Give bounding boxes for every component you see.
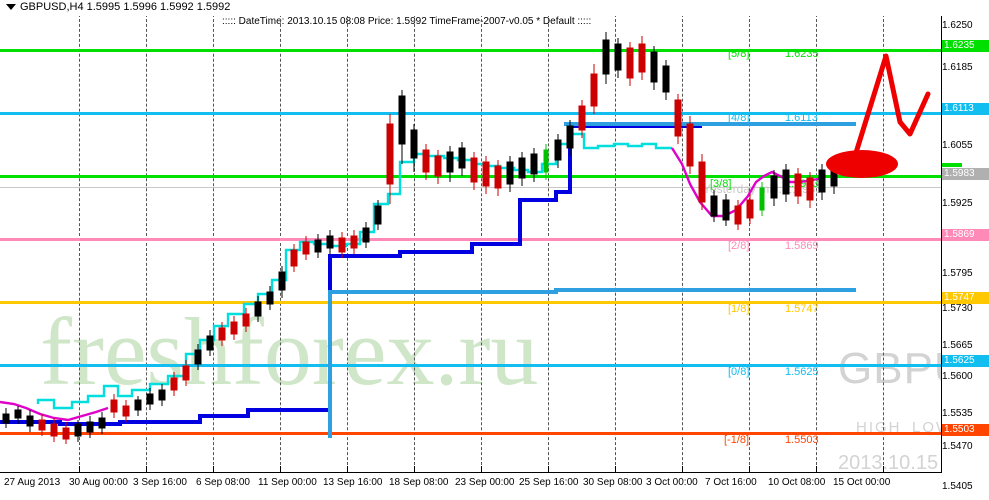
level-price-4-8: 1.6113 [785,112,818,124]
date-tick-label: 6 Sep 08:00 [196,477,250,488]
date-tick-label: 27 Aug 2013 [4,477,61,488]
date-tick-label: 15 Oct 00:00 [833,477,891,488]
date-tick-label: 11 Sep 00:00 [258,477,317,488]
annotation-layer [826,53,931,178]
forecast-zigzag-icon [852,53,931,159]
level-price-m1-8: 1.5503 [785,434,819,446]
price-tick-label: 1.5600 [942,371,973,382]
price-series-svg [0,32,856,444]
level-line-m1-8 [0,432,941,435]
broker-watermark: freshforex.ru [40,298,539,405]
date-tick-label: 25 Sep 16:00 [519,477,579,488]
price-tick-label: 1.5795 [942,268,973,279]
level-price-5-8: 1.6235 [785,48,819,60]
date-tick-label: 13 Sep 16:00 [323,477,383,488]
level-label-4-8: [4/8] [728,112,750,124]
symbol-watermark: GBPUSD [838,344,941,393]
price-tag-0-8: 1.5625 [942,355,989,367]
level-label-3-8: [3/8] [710,178,732,190]
price-tag-2-8: 1.5869 [942,229,989,241]
level-line-2-8 [0,238,941,241]
low-watermark-label: LOW [912,419,941,436]
price-tag-1-8: 1.5747 [942,292,989,304]
triangle-down-icon[interactable] [6,4,16,10]
price-tag-current: 1.5983 [942,168,989,180]
level-label-2-8: [2/8] [728,240,750,252]
price-axis[interactable]: 1.6250 1.6185 1.6055 1.5925 1.5795 1.573… [942,0,989,500]
price-tag-m1-8: 1.5503 [942,424,989,436]
date-watermark: 2013.10.15 [838,452,939,472]
level-line-5-8 [0,49,941,52]
chart-topbar: GBPUSD,H4 1.5995 1.5996 1.5992 1.5992 [0,0,989,16]
level-line-0-8 [0,364,941,367]
price-tick-label: 1.5405 [942,481,973,492]
level-label-m1-8: [-1/8] [724,434,750,446]
level-price-2-8: 1.5869 [785,240,819,252]
current-price-marker [942,163,962,167]
date-tick-label: 3 Oct 00:00 [646,477,698,488]
date-tick-label: 18 Sep 08:00 [389,477,449,488]
high-watermark-label: HIGH [856,419,902,436]
level-price-1-8: 1.5747 [785,303,819,315]
date-tick-label: 30 Sep 08:00 [583,477,643,488]
date-tick-label: 7 Oct 16:00 [705,477,757,488]
price-tick-label: 1.5925 [942,198,973,209]
date-tick-label: 10 Oct 08:00 [768,477,826,488]
price-tag-4-8: 1.6113 [942,103,989,115]
level-line-4-8 [0,112,941,115]
plot-right-border [941,4,942,472]
price-tick-label: 1.6250 [942,20,973,31]
date-tick-label: 3 Sep 16:00 [133,477,187,488]
price-tick-label: 1.5535 [942,408,973,419]
level-label-0-8: [0/8] [728,366,750,378]
level-line-1-8 [0,301,941,304]
level-label-5-8: [5/8] [728,48,750,60]
price-tick-label: 1.5665 [942,340,973,351]
price-tag-5-8: 1.6235 [942,40,989,52]
candlestick-group [2,32,838,444]
plot-bottom-border [0,472,989,473]
chart-plot-area[interactable]: freshforex.ru [0,4,941,472]
level-label-1-8: [1/8] [728,303,750,315]
level-price-0-8: 1.5625 [785,366,819,378]
symbol-quote-label: GBPUSD,H4 1.5995 1.5996 1.5992 1.5992 [20,1,231,13]
price-tick-label: 1.5470 [942,441,973,452]
price-tick-label: 1.6185 [942,62,973,73]
price-tick-label: 1.6055 [942,140,973,151]
yesterday-mid-line [0,187,941,188]
date-tick-label: 23 Sep 00:00 [455,477,515,488]
price-tick-label: 1.5730 [942,303,973,314]
indicator-header-label: ::::: DateTime: 2013.10.15 08:08 Price: … [222,16,592,27]
date-tick-label: 30 Aug 00:00 [69,477,128,488]
highlight-ellipse-icon [826,150,898,178]
